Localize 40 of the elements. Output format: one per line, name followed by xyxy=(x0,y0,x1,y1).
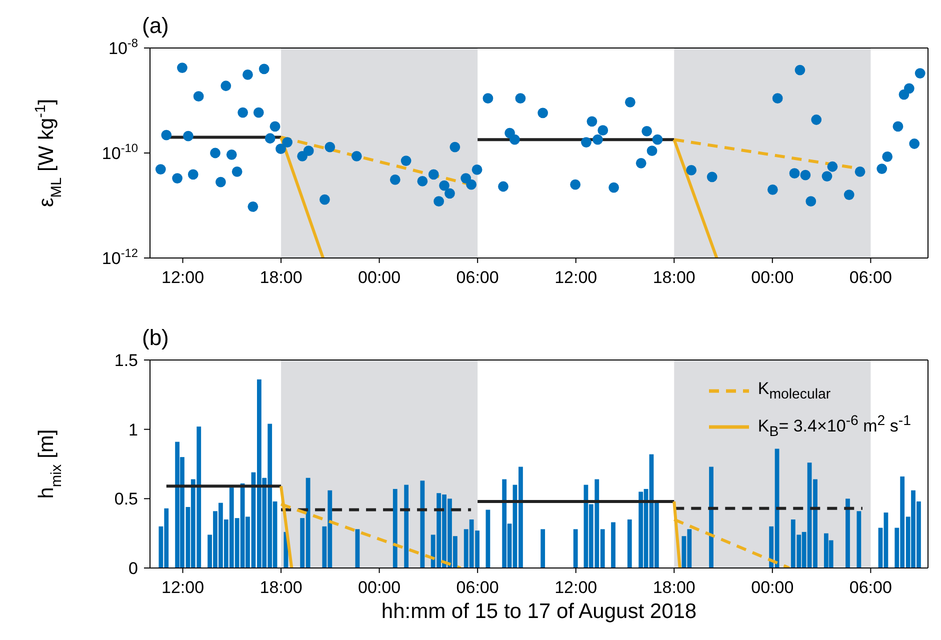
legend-label: K$_{molecular}$ xyxy=(758,379,831,403)
x-axis-title: hh:mm of 15 to 17 of August 2018 xyxy=(381,600,697,623)
bar xyxy=(627,519,632,568)
x-tick-label: 00:00 xyxy=(751,268,794,287)
bar xyxy=(420,480,425,568)
x-tick-label: 00:00 xyxy=(751,578,794,597)
x-tick-label: 12:00 xyxy=(161,268,204,287)
chart-title: (b) xyxy=(142,325,169,351)
y-tick-label: 10$^{-10}$ xyxy=(102,141,138,163)
x-tick-label: 12:00 xyxy=(161,578,204,597)
x-tick-label: 18:00 xyxy=(652,578,696,597)
x-tick-label: 06:00 xyxy=(849,578,892,597)
bar xyxy=(355,529,360,568)
y-tick-label: 1.5 xyxy=(114,351,138,370)
x-tick-label: 18:00 xyxy=(260,578,302,597)
bar xyxy=(392,488,398,568)
x-tick-label: 12:00 xyxy=(554,578,598,597)
x-tick-label: 00:00 xyxy=(358,578,401,597)
x-tick-label: 06:00 xyxy=(849,268,892,287)
y-tick-label: 10$^{-12}$ xyxy=(102,246,138,268)
x-tick-label: 00:00 xyxy=(358,268,401,287)
x-tick-label: 18:00 xyxy=(260,268,302,287)
x-tick-label: 06:00 xyxy=(456,578,499,597)
x-tick-label: 12:00 xyxy=(554,268,598,287)
bar xyxy=(486,510,490,568)
chart-title: (a) xyxy=(142,13,169,39)
y-tick-label: 1 xyxy=(128,420,138,440)
y-tick-label: 0 xyxy=(128,559,138,578)
x-tick-label: 18:00 xyxy=(652,268,696,287)
bar xyxy=(856,511,862,568)
bar xyxy=(573,529,578,568)
y-tick-label: 0.5 xyxy=(114,490,138,509)
bar xyxy=(709,466,714,568)
bar xyxy=(540,529,546,568)
bar xyxy=(404,484,409,568)
legend-label: K$_{B}$= 3.4×10$^{-6}$ m$^{2}$ s$^{-1}$ xyxy=(758,413,911,441)
bar xyxy=(846,498,850,568)
y-tick-label: 10$^{-8}$ xyxy=(108,36,138,58)
x-tick-label: 06:00 xyxy=(456,268,499,287)
bar xyxy=(611,522,616,568)
